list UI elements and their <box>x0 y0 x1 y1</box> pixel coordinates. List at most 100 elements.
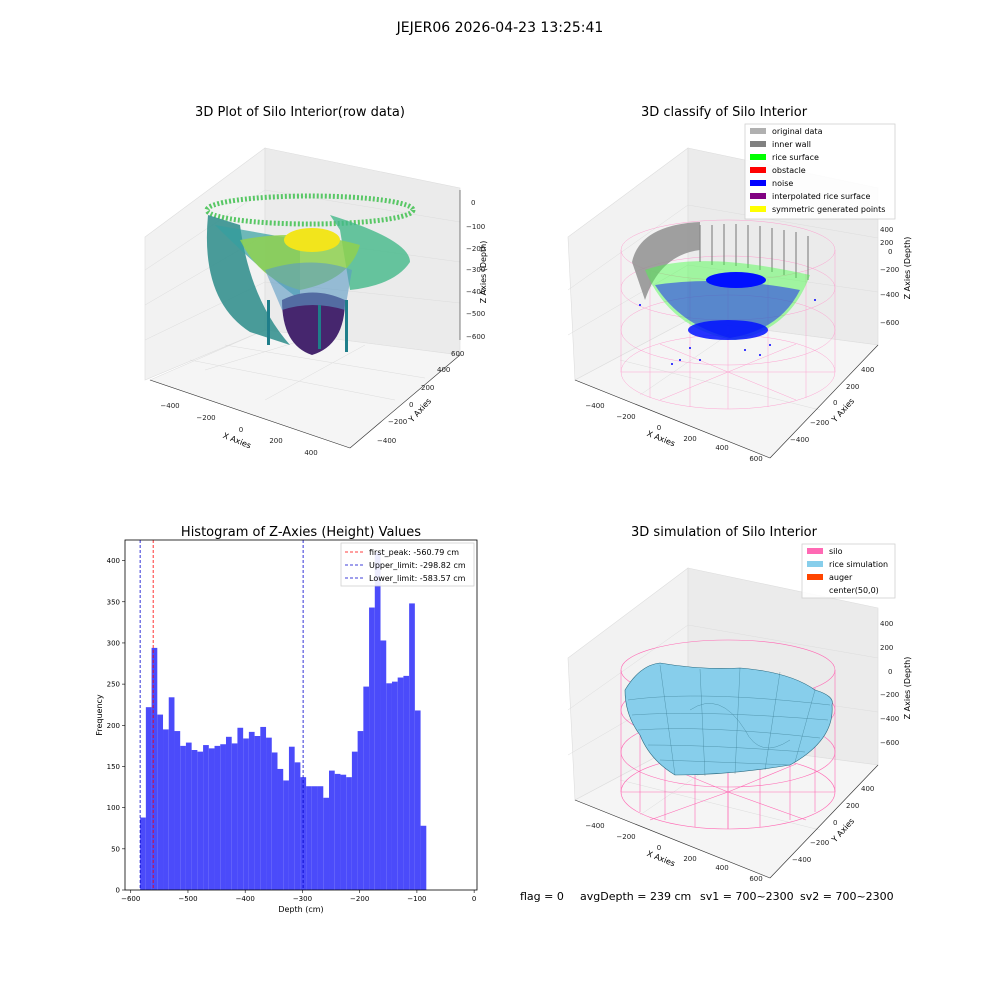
histogram-bar <box>145 707 152 890</box>
svg-text:600: 600 <box>451 350 464 358</box>
legend-swatch <box>807 574 823 580</box>
simulation-3d-zlabel: Z Axies (Depth) <box>903 657 912 720</box>
histogram-bar <box>260 726 267 890</box>
raw-3d-zlabel: Z Axies (Depth) <box>479 241 488 304</box>
histogram-bar <box>380 640 387 890</box>
svg-text:0: 0 <box>833 399 837 407</box>
svg-text:−200: −200 <box>880 691 899 699</box>
legend-label: rice simulation <box>829 560 888 569</box>
svg-text:−400: −400 <box>792 856 811 864</box>
histogram-bar <box>163 729 169 890</box>
simulation-legend-item: rice simulation <box>807 560 888 569</box>
legend-label: Lower_limit: -583.57 cm <box>369 574 466 583</box>
svg-text:200: 200 <box>683 435 696 443</box>
histogram-bar <box>283 780 289 890</box>
svg-text:−200: −200 <box>616 833 635 841</box>
svg-text:−400: −400 <box>790 436 809 444</box>
svg-text:400: 400 <box>880 620 893 628</box>
svg-text:200: 200 <box>880 239 893 247</box>
svg-text:−400: −400 <box>466 288 485 296</box>
panel-simulation-3d: 3D simulation of Silo Interior <box>567 525 912 883</box>
histogram-bar <box>409 603 415 890</box>
classify-legend-item: noise <box>750 179 793 188</box>
histogram-bar <box>374 552 381 890</box>
svg-text:−200: −200 <box>196 414 215 422</box>
legend-swatch <box>750 193 766 199</box>
histogram-xlabel: Depth (cm) <box>278 905 323 914</box>
histogram-legend: first_peak: -560.79 cm Upper_limit: -298… <box>340 542 475 587</box>
classify-legend-item: obstacle <box>750 166 806 175</box>
classify-3d-title: 3D classify of Silo Interior <box>641 105 808 120</box>
histogram-bar <box>391 681 398 890</box>
legend-label: symmetric generated points <box>772 205 885 214</box>
legend-label: inner wall <box>772 140 811 149</box>
legend-label: Upper_limit: -298.82 cm <box>369 561 466 570</box>
classify-3d-legend: original data inner wall rice surface ob… <box>744 123 896 220</box>
legend-swatch <box>750 167 766 173</box>
histogram-bar <box>151 647 158 890</box>
svg-text:−100: −100 <box>466 223 485 231</box>
svg-text:−600: −600 <box>880 739 899 747</box>
svg-text:200: 200 <box>880 644 893 652</box>
figure-title: JEJER06 2026-04-23 13:25:41 <box>396 20 604 36</box>
histogram-bar <box>180 745 186 890</box>
simulation-legend-item: silo <box>807 547 843 556</box>
svg-text:−400: −400 <box>585 402 604 410</box>
svg-text:400: 400 <box>437 366 450 374</box>
classify-3d-points <box>632 222 816 365</box>
svg-text:0: 0 <box>888 668 892 676</box>
histogram-bar <box>414 710 421 890</box>
panel-histogram: Histogram of Z-Axies (Height) Values −60… <box>95 525 478 914</box>
histogram-bar <box>208 748 215 890</box>
histogram-bar <box>369 607 375 890</box>
histogram-ytick-label: 0 <box>116 887 120 895</box>
histogram-bars <box>140 552 427 890</box>
histogram-bar <box>346 777 352 890</box>
histogram-bar <box>174 731 181 890</box>
histogram-ytick-label: 250 <box>107 681 120 689</box>
svg-text:0: 0 <box>471 199 475 207</box>
svg-text:400: 400 <box>880 226 893 234</box>
svg-text:−200: −200 <box>880 266 899 274</box>
svg-text:−200: −200 <box>810 419 829 427</box>
histogram-bar <box>351 751 358 890</box>
histogram-bar <box>386 683 392 890</box>
histogram-bar <box>323 797 330 890</box>
histogram-bar <box>420 825 427 890</box>
histogram-bar <box>340 774 347 890</box>
histogram-legend-item: Lower_limit: -583.57 cm <box>345 574 466 583</box>
legend-label: original data <box>772 127 823 136</box>
histogram-bar <box>277 768 284 890</box>
svg-text:0: 0 <box>888 248 892 256</box>
svg-text:400: 400 <box>861 366 874 374</box>
histogram-bar <box>225 736 232 890</box>
status-footer: flag = 0 avgDepth = 239 cm sv1 = 700~230… <box>520 890 894 903</box>
legend-label: noise <box>772 179 793 188</box>
panel-raw-3d: 3D Plot of Silo Interior(row data) <box>144 105 488 457</box>
histogram-bar <box>329 770 335 890</box>
histogram-bar <box>317 786 324 890</box>
histogram-frame <box>124 539 478 891</box>
histogram-bar <box>243 738 249 890</box>
histogram-bar <box>294 762 301 890</box>
histogram-bar <box>403 675 410 890</box>
histogram-ytick-label: 150 <box>107 763 120 771</box>
classify-legend-item: inner wall <box>750 140 811 149</box>
histogram-bar <box>214 745 221 890</box>
legend-swatch <box>750 206 766 212</box>
svg-text:−400: −400 <box>880 715 899 723</box>
histogram-bar <box>271 752 278 890</box>
legend-swatch <box>750 180 766 186</box>
histogram-xtick-label: −200 <box>350 895 369 903</box>
classify-legend-item: interpolated rice surface <box>750 192 870 201</box>
histogram-yticks: 0 50 100 150 200 250 300 350 400 <box>107 557 125 895</box>
classify-3d-zlabel: Z Axies (Depth) <box>903 237 912 300</box>
raw-3d-title: 3D Plot of Silo Interior(row data) <box>195 105 405 120</box>
histogram-xtick-label: −300 <box>293 895 312 903</box>
classify-legend-item: symmetric generated points <box>750 205 885 214</box>
svg-text:200: 200 <box>846 383 859 391</box>
simulation-3d-ticks: −400 −200 0 200 400 600 −400 −200 0 200 … <box>585 620 899 883</box>
svg-text:200: 200 <box>421 384 434 392</box>
histogram-bar <box>248 731 255 890</box>
histogram-ytick-label: 400 <box>107 557 120 565</box>
